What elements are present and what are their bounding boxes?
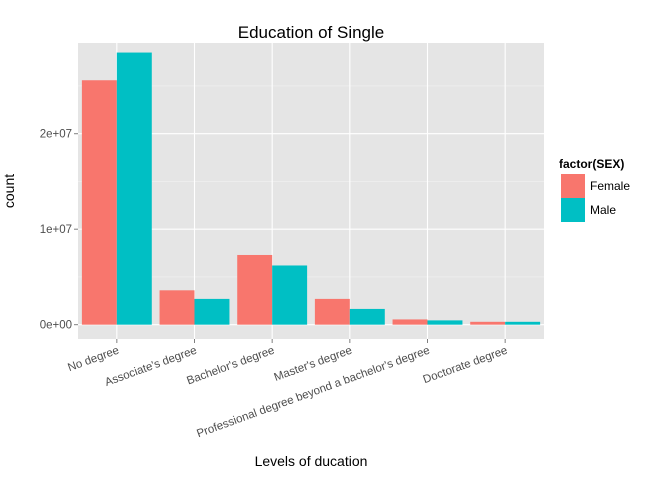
bar-female <box>470 321 506 325</box>
bar-male <box>116 52 152 325</box>
legend-title: factor(SEX) <box>559 157 624 171</box>
bar-female <box>314 298 350 325</box>
bar-female <box>81 80 117 325</box>
x-tick-label: No degree <box>66 345 121 375</box>
bar-male <box>194 298 230 325</box>
legend-label-male: Male <box>590 203 616 217</box>
legend: factor(SEX) Female Male <box>559 157 630 222</box>
legend-key-male <box>561 198 585 222</box>
bar-layer <box>81 52 541 325</box>
y-tick-label: 2e+07 <box>40 129 72 141</box>
bar-male <box>349 308 385 325</box>
x-axis-title: Levels of ducation <box>255 453 368 469</box>
chart-title: Education of Single <box>238 23 385 42</box>
bar-female <box>159 290 195 325</box>
y-tick-label: 0e+00 <box>40 320 72 332</box>
x-tick-label: Doctorate degree <box>422 345 510 387</box>
y-axis-ticks: 0e+00 1e+07 2e+07 <box>40 129 78 332</box>
legend-key-female <box>561 174 585 198</box>
bar-male <box>505 321 541 325</box>
x-tick-label: Bachelor's degree <box>185 345 276 388</box>
y-tick-label: 1e+07 <box>40 224 72 236</box>
y-axis-title: count <box>1 174 17 208</box>
bar-male <box>272 265 308 325</box>
grid-layer <box>78 43 544 339</box>
plot-panel <box>78 43 544 339</box>
bar-female <box>392 319 428 325</box>
bar-female <box>237 254 273 325</box>
bar-male <box>427 320 463 325</box>
legend-label-female: Female <box>590 179 630 193</box>
